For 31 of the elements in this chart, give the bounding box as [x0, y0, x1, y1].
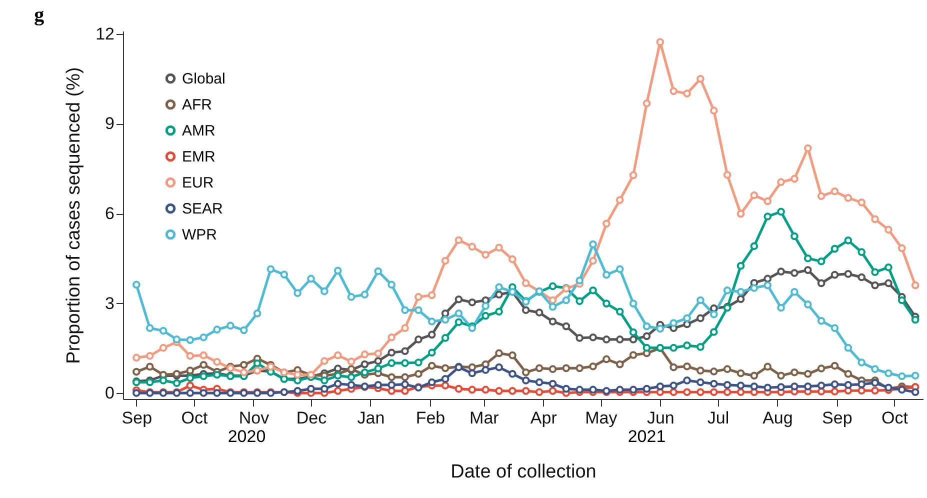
y-tick-label: 12	[96, 24, 114, 44]
legend-label: EMR	[182, 148, 216, 166]
legend-label: EUR	[182, 174, 214, 192]
x-tick-label: Mar	[470, 408, 500, 428]
legend-label: SEAR	[182, 200, 224, 218]
legend-label: Global	[182, 70, 226, 88]
y-tick-label: 6	[105, 204, 114, 224]
legend-label: AMR	[182, 122, 216, 140]
x-tick-label: Sep	[122, 408, 152, 428]
y-axis-title: Proportion of cases sequenced (%)	[64, 67, 85, 364]
y-tick-label: 9	[105, 114, 114, 134]
x-tick-label: Dec	[296, 408, 328, 428]
legend-label: WPR	[182, 226, 218, 244]
x-tick-label: Feb	[416, 408, 446, 428]
y-tick-label: 3	[105, 294, 114, 313]
x-tick-label: Jul	[707, 408, 730, 428]
x-tick-label: Jan	[357, 408, 385, 428]
x-tick-label: Aug	[762, 408, 793, 428]
x-tick-label: Nov	[238, 408, 270, 428]
x-tick-label: Apr	[530, 408, 558, 428]
x-tick-label: Oct	[181, 408, 208, 428]
x-tick-label: Oct	[881, 408, 908, 428]
x-tick-label: Jun	[646, 408, 674, 428]
text: 2020	[228, 427, 266, 446]
x-tick-label: May	[585, 408, 618, 428]
x-axis-title: Date of collection	[450, 462, 596, 482]
x-tick-label: Sep	[822, 408, 852, 428]
y-tick-label: 0	[105, 384, 114, 403]
chart-title: g	[34, 4, 44, 26]
legend-label: AFR	[182, 96, 212, 114]
text: 2021	[628, 427, 666, 446]
